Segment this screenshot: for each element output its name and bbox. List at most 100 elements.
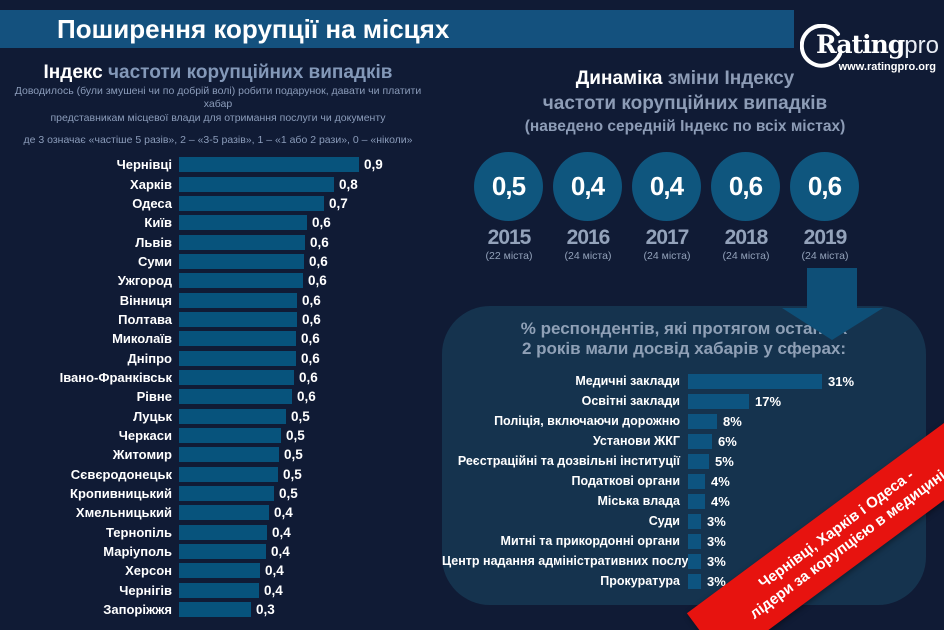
city-row: Житомир 0,5 [0,445,436,464]
city-label: Чернігів [119,582,172,598]
city-value: 0,6 [299,369,318,385]
city-bar [179,447,279,463]
city-bar [179,234,305,250]
city-value: 0,6 [309,253,328,269]
sphere-row: Прокуратура 3% [442,571,926,591]
sphere-row: Міська влада 4% [442,491,926,511]
city-value: 0,7 [329,195,348,211]
sphere-label: Суди [648,514,680,528]
city-row: Івано-Франківськ 0,6 [0,368,436,387]
city-bar [179,389,292,405]
city-value: 0,5 [286,427,305,443]
sphere-row: Поліція, включаючи дорожню 8% [442,411,926,431]
sphere-bar [688,513,701,529]
city-label: Сєвєродонецьк [70,466,172,482]
sphere-label: Поліція, включаючи дорожню [494,414,680,428]
bribes-title-line1: % респондентів, які протягом останніх [520,319,848,338]
sphere-bar [688,373,822,389]
logo-ring-icon [800,24,842,68]
logo-brand-bold: Rating [816,30,905,59]
city-bar [179,157,359,173]
city-label: Чернівці [116,157,172,173]
sphere-row: Реєстраційні та дозвільні інституції 5% [442,451,926,471]
header-band: Поширення корупції на місцях [0,10,800,48]
city-row: Полтава 0,6 [0,310,436,329]
city-label: Одеса [132,195,172,211]
city-value: 0,4 [265,563,284,579]
city-row: Одеса 0,7 [0,194,436,213]
sphere-value: 3% [707,533,726,549]
city-row: Сєвєродонецьк 0,5 [0,465,436,484]
index-value-circle: 0,6 [711,152,780,221]
sphere-value: 8% [723,413,742,429]
index-value-circle: 0,5 [474,152,543,221]
city-bar [179,427,281,443]
city-value: 0,4 [264,582,283,598]
city-value: 0,6 [310,234,329,250]
city-row: Запоріжжя 0,3 [0,600,436,619]
sphere-bar [688,473,705,489]
city-row: Кропивницький 0,5 [0,484,436,503]
city-bar [179,466,278,482]
sphere-value: 3% [707,513,726,529]
cities-count-label: (24 міста) [801,250,849,262]
sphere-value: 6% [718,433,737,449]
city-value: 0,6 [297,389,316,405]
city-label: Житомир [112,447,172,463]
bribes-rows: Медичні заклади 31% Освітні заклади 17% … [442,371,926,591]
index-value-circle: 0,6 [790,152,859,221]
year-label: 2017 [645,226,690,249]
dynamics-title-line3: (наведено середній Індекс по всіх містах… [524,118,846,135]
year-column: 0,4 2016 (24 міста) [553,152,623,262]
city-value: 0,3 [256,602,275,618]
logo-brand-light: pro [904,32,939,59]
sphere-row: Медичні заклади 31% [442,371,926,391]
sphere-label: Освітні заклади [581,394,680,408]
sphere-label: Прокуратура [600,574,680,588]
city-bar [179,544,266,560]
city-value: 0,5 [284,447,303,463]
city-bar [179,176,334,192]
city-value: 0,8 [339,176,358,192]
city-bar [179,602,251,618]
city-bar [179,350,296,366]
city-label: Миколаїв [112,331,172,347]
dynamics-title-accent: Динаміка [575,68,663,89]
sphere-value: 4% [711,493,730,509]
sphere-row: Суди 3% [442,511,926,531]
bribes-panel: % респондентів, які протягом останніх 2 … [442,306,926,605]
bribes-title-line2: 2 років мали досвід хабарів у сферах: [521,339,847,358]
city-value: 0,4 [271,544,290,560]
city-bar [179,311,297,327]
city-value: 0,4 [274,505,293,521]
cities-count-label: (22 міста) [485,250,533,262]
city-label: Вінниця [119,292,172,308]
city-value: 0,6 [301,331,320,347]
sphere-row: Митні та прикордонні органи 3% [442,531,926,551]
city-row: Маріуполь 0,4 [0,542,436,561]
sphere-row: Центр надання адміністративних послуг 3% [442,551,926,571]
city-row: Рівне 0,6 [0,387,436,406]
city-bar [179,582,259,598]
city-label: Запоріжжя [103,602,172,618]
city-label: Львів [135,234,172,250]
logo-wordmark: Ratingpro [816,30,939,60]
index-chart-section: Індекс частоти корупційних випадків Дово… [0,62,436,619]
city-value: 0,6 [302,311,321,327]
city-label: Рівне [136,389,172,405]
logo-url: www.ratingpro.org [838,61,936,73]
index-chart-subtitle-line1: Доводилось (були змушені чи по добрій во… [14,85,422,110]
city-label: Полтава [118,311,172,327]
year-column: 0,6 2019 (24 міста) [790,152,860,262]
sphere-label: Податкові органи [571,474,680,488]
city-bar [179,486,274,502]
city-row: Суми 0,6 [0,252,436,271]
sphere-row: Установи ЖКГ 6% [442,431,926,451]
city-row: Вінниця 0,6 [0,290,436,309]
sphere-bar [688,553,701,569]
city-value: 0,6 [308,273,327,289]
city-label: Луцьк [133,408,172,424]
city-label: Херсон [125,563,172,579]
city-row: Харків 0,8 [0,174,436,193]
city-label: Івано-Франківськ [59,369,172,385]
